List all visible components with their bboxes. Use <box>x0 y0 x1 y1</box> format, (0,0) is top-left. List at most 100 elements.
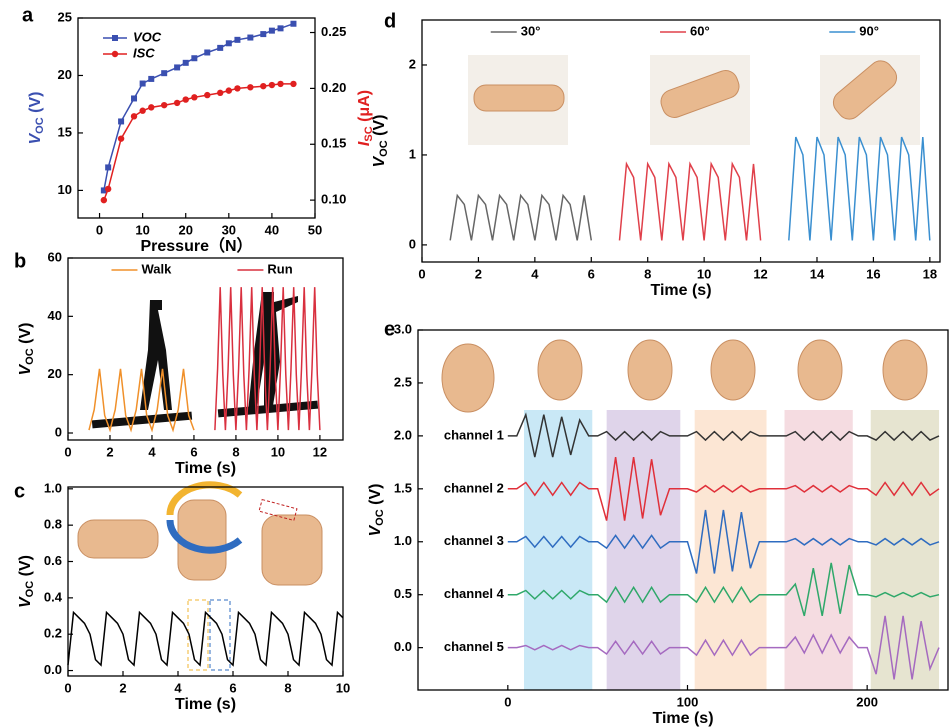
marker <box>105 186 111 192</box>
x-tick-label: 10 <box>336 680 350 695</box>
x-tick-label: 12 <box>753 266 767 281</box>
x-tick-label: 2 <box>475 266 482 281</box>
x-tick-label: 200 <box>856 694 878 709</box>
marker <box>183 96 189 102</box>
hand-photo <box>883 340 927 400</box>
y-tick-label: 1.0 <box>44 480 62 495</box>
x-tick-label: 40 <box>265 222 279 237</box>
marker <box>234 37 240 43</box>
y-axis-label-unit: (V) <box>17 323 34 349</box>
x-axis-label: Time (s) <box>650 282 711 299</box>
y-tick-label: 0.4 <box>44 589 63 604</box>
x-tick-label: 100 <box>677 694 699 709</box>
hand-photo <box>442 344 494 412</box>
y-axis-label: VOC (V) <box>17 555 36 608</box>
marker <box>226 40 232 46</box>
marker <box>161 70 167 76</box>
legend-marker <box>112 51 118 57</box>
panel-label: c <box>14 480 25 502</box>
y-tick-label: 0.2 <box>44 626 62 641</box>
y-tick-label: 60 <box>48 249 62 264</box>
x-tick-label: 16 <box>866 266 880 281</box>
legend-label: Walk <box>141 261 172 276</box>
y-tick-label: 2 <box>409 56 416 71</box>
marker <box>118 118 124 124</box>
y-tick-label: 0.5 <box>394 586 412 601</box>
y-tick-label: 0.0 <box>394 639 412 654</box>
marker <box>191 55 197 61</box>
marker <box>269 28 275 34</box>
y-axis-label: VOC (V) <box>27 92 46 145</box>
series-line <box>789 137 930 240</box>
x-tick-label: 4 <box>174 680 182 695</box>
y-axis-label-sub: OC <box>34 117 46 134</box>
x-tick-label: 6 <box>190 444 197 459</box>
highlight-band <box>871 410 939 690</box>
marker <box>290 21 296 27</box>
series-line <box>68 612 343 665</box>
marker <box>234 85 240 91</box>
y2-tick-label: 0.15 <box>321 136 346 151</box>
marker <box>139 108 145 114</box>
y-axis-label-sub: OC <box>24 581 36 598</box>
x-axis-label: Pressure（N） <box>140 237 252 255</box>
hand-photo <box>628 340 672 400</box>
y-tick-label: 20 <box>58 67 72 82</box>
marker <box>105 164 111 170</box>
y-tick-label: 1.0 <box>394 533 412 548</box>
x-tick-label: 0 <box>96 222 103 237</box>
plot-frame <box>78 18 315 218</box>
y-axis-label-sub: OC <box>378 140 390 157</box>
y-tick-label: 20 <box>48 366 62 381</box>
x-tick-label: 4 <box>148 444 156 459</box>
marker <box>204 92 210 98</box>
y-tick-label: 10 <box>58 182 72 197</box>
legend-label: 60° <box>690 23 710 38</box>
legend-label: 90° <box>859 23 879 38</box>
y-tick-label: 0.6 <box>44 553 62 568</box>
marker <box>204 49 210 55</box>
y-axis-label-sub: OC <box>24 348 36 365</box>
x-tick-label: 0 <box>64 680 71 695</box>
y-axis-label: VOC (V) <box>17 323 36 376</box>
x-tick-label: 12 <box>313 444 327 459</box>
marker <box>118 135 124 141</box>
marker <box>101 197 107 203</box>
marker <box>226 87 232 93</box>
marker <box>260 31 266 37</box>
x-tick-label: 10 <box>135 222 149 237</box>
marker <box>217 90 223 96</box>
marker <box>217 45 223 51</box>
x-axis-label: Time (s) <box>175 460 236 477</box>
plot-frame <box>418 330 948 690</box>
series-label: channel 2 <box>444 480 504 495</box>
x-tick-label: 6 <box>229 680 236 695</box>
x-axis-label: Time (s) <box>175 696 236 713</box>
legend-label: VOC <box>133 29 162 44</box>
series-label: channel 1 <box>444 427 504 442</box>
marker <box>183 60 189 66</box>
hand-photo <box>711 340 755 400</box>
x-tick-label: 20 <box>178 222 192 237</box>
marker <box>131 113 137 119</box>
y-tick-label: 0 <box>55 424 62 439</box>
series-label: channel 5 <box>444 639 504 654</box>
x-tick-label: 6 <box>588 266 595 281</box>
figure: aVOCISC01020304050101520250.100.150.200.… <box>0 0 950 728</box>
y-axis-label: VOC (V) <box>371 115 390 168</box>
legend-marker <box>112 35 118 41</box>
x-tick-label: 10 <box>271 444 285 459</box>
finger <box>474 85 564 111</box>
marker <box>277 81 283 87</box>
series-line <box>450 195 591 240</box>
x-tick-label: 0 <box>418 266 425 281</box>
marker <box>174 64 180 70</box>
x-tick-label: 0 <box>504 694 511 709</box>
hand-photo <box>798 340 842 400</box>
series-label: channel 4 <box>444 586 505 601</box>
x-tick-label: 30 <box>222 222 236 237</box>
y-axis-label: VOC (V) <box>367 484 386 537</box>
x-tick-label: 50 <box>308 222 322 237</box>
marker <box>148 104 154 110</box>
x-tick-label: 14 <box>810 266 825 281</box>
